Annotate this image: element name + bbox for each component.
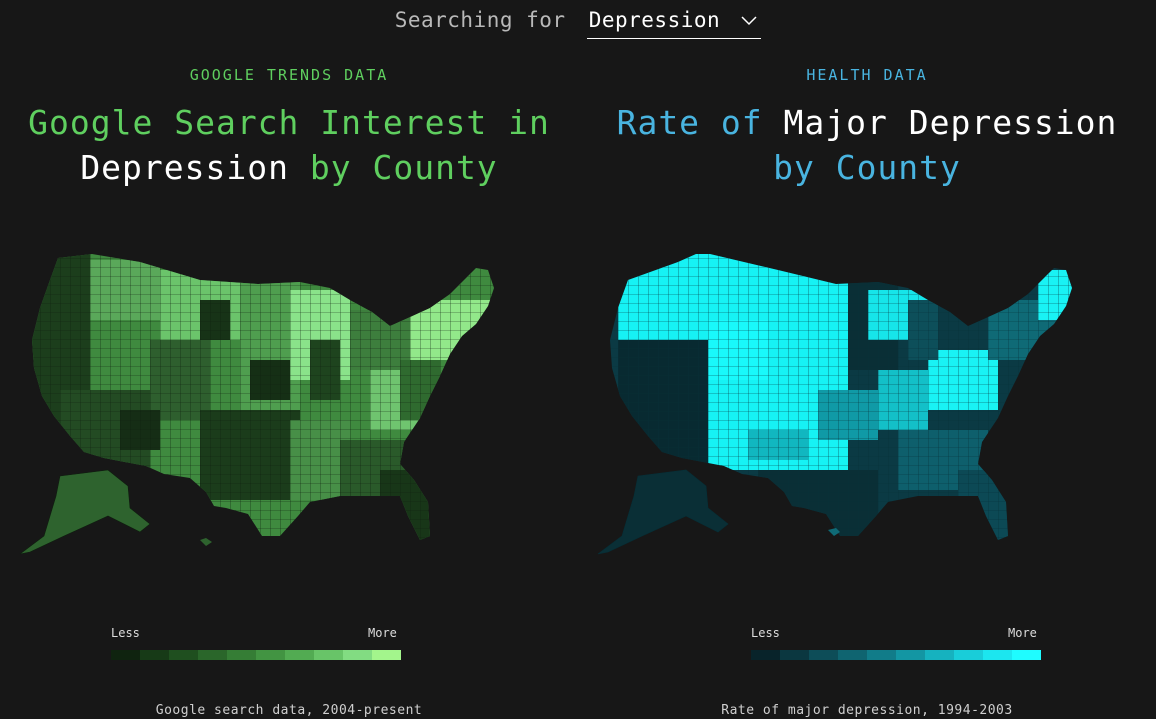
- legend-swatch-7: [925, 650, 954, 660]
- title-topic: Depression: [80, 148, 289, 187]
- health-data-panel: HEALTH DATA Rate of Major Depression by …: [578, 0, 1156, 719]
- legend-less-label: Less: [751, 626, 780, 640]
- legend-swatch-9: [983, 650, 1012, 660]
- map-region-hawaii[interactable]: [828, 528, 840, 536]
- legend-swatch-4: [838, 650, 867, 660]
- search-prefix: Searching for: [394, 8, 566, 32]
- legend-more-label: More: [1008, 626, 1037, 640]
- chevron-down-icon: [741, 16, 757, 26]
- legend-swatch-6: [896, 650, 925, 660]
- legend-swatch-5: [227, 650, 256, 660]
- title-line-2: Depression by County: [0, 145, 578, 190]
- topic-select[interactable]: Depression: [586, 8, 762, 39]
- legend-swatch-3: [169, 650, 198, 660]
- legend-swatch-4: [198, 650, 227, 660]
- legend-more-label: More: [368, 626, 397, 640]
- title-line-1: Rate of Major Depression: [578, 100, 1156, 145]
- legend-swatch-1: [111, 650, 140, 660]
- legend-scale: [751, 650, 1041, 660]
- map-region-alaska[interactable]: [597, 469, 729, 555]
- legend-swatch-10: [1012, 650, 1041, 660]
- legend-swatch-2: [780, 650, 809, 660]
- data-source: Rate of major depression, 1994-2003: [721, 703, 1013, 718]
- topic-select-value: Depression: [588, 8, 721, 32]
- search-header: Searching for Depression: [0, 8, 1156, 39]
- title-prefix: Rate of: [616, 103, 784, 142]
- google-trends-panel: GOOGLE TRENDS DATA Google Search Interes…: [0, 66, 578, 718]
- title-suffix: by County: [289, 148, 498, 187]
- panel-title: Rate of Major Depression by County: [578, 100, 1156, 190]
- legend-scale: [111, 650, 401, 660]
- legend-less-label: Less: [111, 626, 140, 640]
- data-source: Google search data, 2004-present: [155, 703, 423, 718]
- us-county-map[interactable]: [0, 240, 578, 570]
- legend-swatch-1: [751, 650, 780, 660]
- legend-swatch-5: [867, 650, 896, 660]
- legend-swatch-2: [140, 650, 169, 660]
- us-county-map[interactable]: [578, 240, 1156, 570]
- panel-eyebrow: HEALTH DATA: [806, 66, 928, 84]
- panel-eyebrow: GOOGLE TRENDS DATA: [189, 66, 389, 84]
- legend-swatch-9: [343, 650, 372, 660]
- title-line-2: by County: [773, 148, 961, 187]
- legend-swatch-8: [314, 650, 343, 660]
- legend-swatch-8: [954, 650, 983, 660]
- panel-title: Google Search Interest in Depression by …: [0, 100, 578, 190]
- title-topic: Major Depression: [783, 103, 1118, 142]
- legend-swatch-10: [372, 650, 401, 660]
- legend-swatch-7: [285, 650, 314, 660]
- legend-swatch-3: [809, 650, 838, 660]
- map-region-alaska[interactable]: [19, 469, 151, 555]
- title-line-1: Google Search Interest in: [28, 103, 550, 142]
- legend-swatch-6: [256, 650, 285, 660]
- map-region-hawaii[interactable]: [200, 538, 212, 546]
